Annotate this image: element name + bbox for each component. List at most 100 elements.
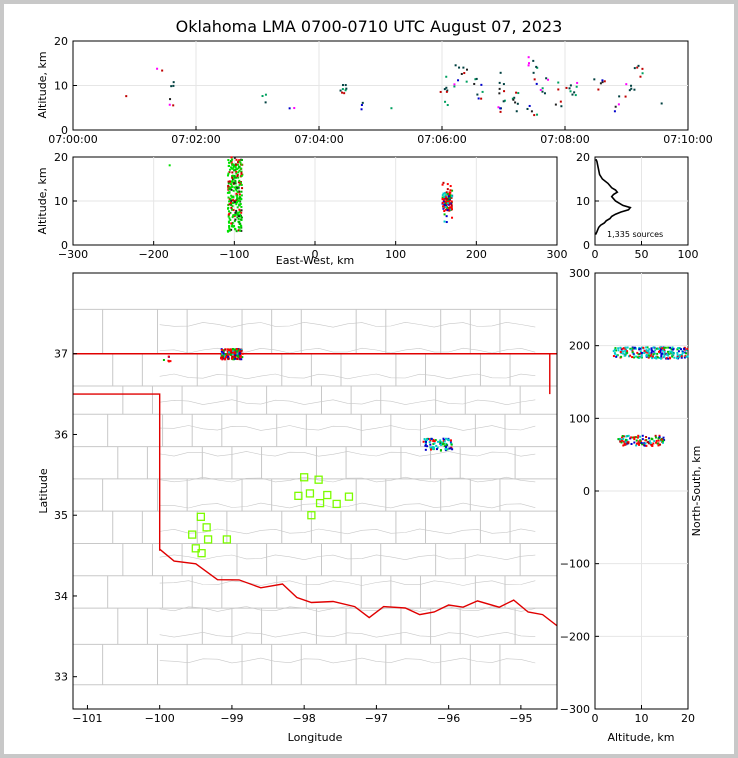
time-height-point <box>547 78 550 81</box>
north-south-point <box>647 437 650 440</box>
east-west-ytick-label: 10 <box>54 195 68 208</box>
east-west-point <box>231 205 234 208</box>
east-west-point <box>232 225 235 228</box>
north-south-point <box>644 442 647 445</box>
east-west-point <box>233 220 236 223</box>
north-south-point <box>676 353 679 356</box>
north-south-point <box>659 443 662 446</box>
north-south-point <box>652 350 655 353</box>
east-west-point <box>441 183 444 186</box>
north-south-point <box>626 350 629 353</box>
map-xlabel: Longitude <box>288 731 343 744</box>
east-west-point <box>228 212 231 215</box>
time-height-xtick-label: 07:10:00 <box>663 133 712 146</box>
north-south-point <box>626 346 629 349</box>
north-south-point <box>675 357 678 360</box>
east-west-point <box>442 199 445 202</box>
map-source-point <box>442 442 445 445</box>
north-south-point <box>640 355 643 358</box>
east-west-point <box>237 167 240 170</box>
map-source-point <box>448 447 451 450</box>
map-source-point <box>224 348 227 351</box>
north-south-point <box>653 352 656 355</box>
north-south-point <box>658 434 661 437</box>
north-south-point <box>650 348 653 351</box>
east-west-point <box>227 220 230 223</box>
time-height-panel: 07:00:00 07:02:00 07:04:00 07:06:00 07:08:00… <box>36 35 713 146</box>
east-west-point <box>233 156 236 159</box>
map-xtick-label: −95 <box>509 712 532 725</box>
north-south-point <box>657 350 660 353</box>
map-source-point <box>443 440 446 443</box>
north-south-point <box>658 436 661 439</box>
north-south-point <box>677 347 680 350</box>
east-west-point <box>443 203 446 206</box>
time-height-point <box>526 107 529 110</box>
time-height-point <box>599 82 602 85</box>
north-south-point <box>622 350 625 353</box>
east-west-point <box>232 166 235 169</box>
north-south-point <box>669 346 672 349</box>
time-height-point <box>446 89 449 92</box>
north-south-point <box>679 347 682 350</box>
map-source-point <box>434 439 437 442</box>
time-height-point <box>633 88 636 91</box>
east-west-point <box>229 219 232 222</box>
east-west-point <box>235 158 238 161</box>
time-height-point <box>528 62 531 65</box>
map-source-point <box>432 442 435 445</box>
east-west-xtick-label: 200 <box>466 248 487 261</box>
county-line <box>159 554 536 561</box>
north-south-point <box>624 349 627 352</box>
time-height-point <box>613 110 616 113</box>
map-source-point <box>236 352 239 355</box>
east-west-ytick-label: 0 <box>61 239 68 252</box>
north-south-point <box>652 346 655 349</box>
map-source-point <box>236 357 239 360</box>
east-west-point <box>238 208 241 211</box>
map-source-point <box>169 360 172 363</box>
north-south-point <box>672 352 675 355</box>
north-south-point <box>645 349 648 352</box>
time-height-point <box>511 97 514 100</box>
time-height-ytick-label: 10 <box>54 80 68 93</box>
east-west-point <box>445 221 448 224</box>
east-west-point <box>233 176 236 179</box>
north-south-point <box>664 346 667 349</box>
north-south-point <box>654 349 657 352</box>
state-border-south <box>159 548 557 627</box>
time-height-point <box>502 83 505 86</box>
east-west-point <box>445 196 448 199</box>
chart-title: Oklahoma LMA 0700-0710 UTC August 07, 20… <box>175 17 563 36</box>
east-west-point <box>235 230 238 233</box>
east-west-point <box>230 183 233 186</box>
figure-frame <box>4 4 734 754</box>
map-source-point <box>449 447 452 450</box>
east-west-point <box>237 229 240 232</box>
east-west-point <box>227 207 230 210</box>
east-west-point <box>226 191 229 194</box>
time-height-point <box>545 77 548 80</box>
north-south-point <box>638 442 641 445</box>
map-source-point <box>226 350 229 353</box>
east-west-point <box>230 225 233 228</box>
time-height-point <box>554 103 557 106</box>
east-west-point <box>230 228 233 231</box>
east-west-point <box>235 189 238 192</box>
north-south-point <box>654 436 657 439</box>
time-height-point <box>535 82 538 85</box>
time-height-point <box>503 90 506 93</box>
map-source-point <box>233 354 236 357</box>
east-west-point <box>236 196 239 199</box>
north-south-point <box>649 442 652 445</box>
map-xtick-label: −100 <box>145 712 175 725</box>
map-source-point <box>229 352 232 355</box>
map-ytick-label: 35 <box>54 509 68 522</box>
north-south-point <box>678 356 681 359</box>
map-source-point <box>429 443 432 446</box>
east-west-point <box>234 211 237 214</box>
north-south-point <box>636 351 639 354</box>
north-south-point <box>651 349 654 352</box>
time-height-point <box>446 104 449 107</box>
east-west-point <box>240 171 243 174</box>
